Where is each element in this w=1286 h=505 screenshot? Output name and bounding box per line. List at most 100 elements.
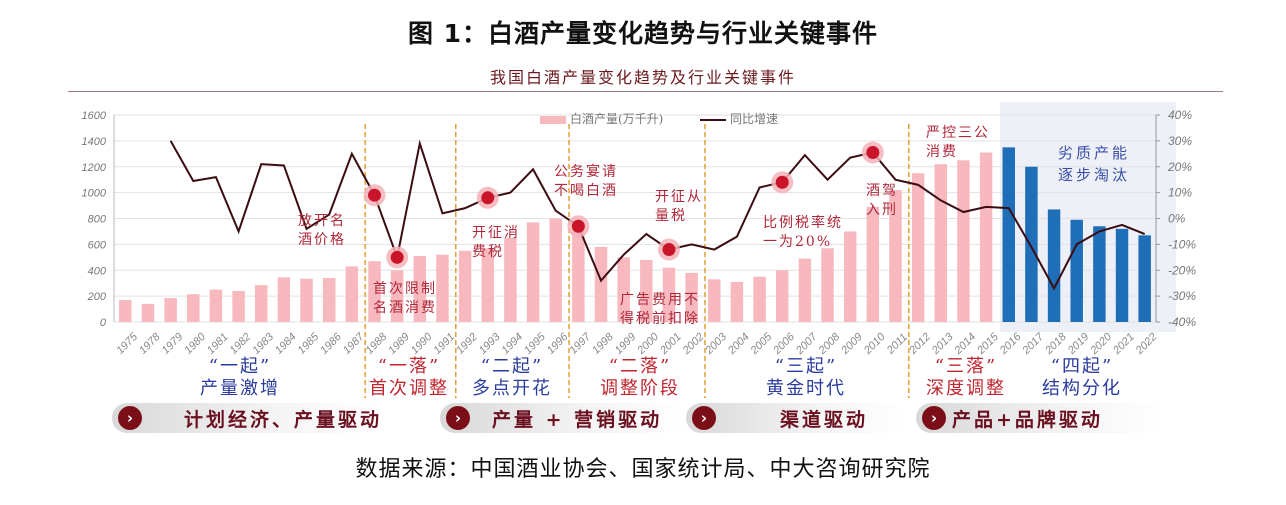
x-axis-label: 1990 <box>409 330 435 356</box>
production-bar <box>662 267 676 322</box>
driver-band-1: › 计划经济、产量驱动 <box>112 403 380 433</box>
x-axis-label: 2012 <box>906 331 933 358</box>
left-axis-tick: 1200 <box>82 162 107 174</box>
production-bar <box>776 270 789 322</box>
era-label-3: “二起” 多点开花 <box>472 356 552 399</box>
event-annotation-2001: 开征从 量税 <box>655 189 703 224</box>
production-bar <box>685 272 698 322</box>
production-bar <box>436 254 449 322</box>
legend-line: 同比增速 <box>700 110 778 127</box>
x-axis-label: 1979 <box>160 331 186 357</box>
x-axis-label: 2009 <box>838 331 865 358</box>
era-label-5: “三起” 黄金时代 <box>766 356 846 399</box>
x-axis-label: 1982 <box>228 331 254 357</box>
right-axis-tick: 40% <box>1168 108 1192 122</box>
left-axis-tick: 400 <box>88 265 107 277</box>
legend-bar: 白酒产量(万千升) <box>540 110 663 127</box>
production-bar <box>141 303 155 322</box>
era-label-1: “一起” 产量激增 <box>200 356 280 399</box>
production-bar <box>1115 228 1129 322</box>
production-bar <box>572 230 585 322</box>
x-axis-label: 1988 <box>363 330 389 356</box>
event-marker-dot <box>571 219 585 233</box>
production-bar <box>390 270 404 322</box>
production-bar <box>911 173 925 322</box>
x-axis-label: 1996 <box>545 330 571 356</box>
production-bar <box>187 294 200 322</box>
x-axis-label: 1978 <box>137 330 163 356</box>
driver-band-4: › 产品+品牌驱动 <box>916 403 1166 433</box>
production-bar <box>730 281 744 322</box>
production-bar <box>979 152 993 322</box>
left-axis-tick: 800 <box>88 214 107 226</box>
x-axis-label: 1995 <box>522 330 548 356</box>
event-annotation-1993: 开征消 费税 <box>472 225 520 260</box>
production-bar <box>1002 147 1015 322</box>
x-axis-label: 2018 <box>1042 330 1069 357</box>
data-source: 数据来源：中国酒业协会、国家统计局、中大咨询研究院 <box>355 457 931 482</box>
event-annotation-1988: 放开名 酒价格 <box>298 213 346 248</box>
x-axis-label: 2003 <box>703 330 730 357</box>
x-axis-label: 2015 <box>974 330 1001 357</box>
production-bar <box>708 279 721 322</box>
production-bar <box>957 160 970 322</box>
x-axis-label: 2000 <box>635 330 662 357</box>
production-bar <box>1047 209 1061 322</box>
era-label-4: “二落” 调整阶段 <box>600 356 680 399</box>
x-axis-label: 1986 <box>318 330 344 356</box>
left-axis-tick: 1400 <box>82 136 107 148</box>
production-bar <box>300 278 313 322</box>
production-bar <box>481 248 494 322</box>
event-annotation-2012: 严控三公 消费 <box>926 125 990 160</box>
event-annotation-1997: 公务宴请 不喝白酒 <box>554 164 618 199</box>
x-axis-label: 1989 <box>386 331 412 357</box>
legend-bar-swatch <box>540 115 566 124</box>
x-axis-label: 2014 <box>952 331 979 358</box>
event-annotation-1989: 首次限制 名酒消费 <box>373 281 437 316</box>
x-axis-label: 1993 <box>477 330 503 356</box>
figure-title: 图 1：白酒产量变化趋势与行业关键事件 <box>407 19 879 48</box>
production-bar <box>322 278 336 322</box>
right-axis-tick: -30% <box>1168 289 1196 303</box>
production-bar <box>821 248 834 322</box>
x-axis-label: 1998 <box>590 330 616 356</box>
production-bar <box>866 206 880 322</box>
x-axis-label: 2019 <box>1065 331 1092 358</box>
x-axis-label: 2008 <box>816 330 843 357</box>
x-axis-label: 2022 <box>1133 331 1160 358</box>
x-axis-label: 1991 <box>431 331 457 357</box>
era-label-7: “四起” 结构分化 <box>1042 356 1122 399</box>
chevron-right-icon: › <box>118 406 142 430</box>
production-bar <box>209 289 223 322</box>
x-axis-label: 1985 <box>296 330 322 356</box>
legend-line-swatch <box>700 118 726 121</box>
x-axis-label: 2005 <box>748 330 775 357</box>
production-bar <box>1070 219 1083 322</box>
production-bar <box>458 250 472 322</box>
left-axis-tick: 1600 <box>82 110 107 122</box>
left-axis-tick: 0 <box>100 317 107 329</box>
x-axis-label: 1994 <box>499 331 525 357</box>
production-bar <box>549 218 562 322</box>
chevron-right-icon: › <box>446 406 470 430</box>
growth-line <box>169 139 1146 291</box>
production-bar <box>232 290 245 322</box>
production-bar <box>1138 235 1151 322</box>
chevron-right-icon: › <box>692 406 716 430</box>
event-marker-dot <box>866 146 880 160</box>
x-axis-label: 2010 <box>861 330 888 357</box>
right-axis-tick: -40% <box>1168 315 1196 329</box>
era-label-2: “一落” 首次调整 <box>369 356 449 399</box>
production-bar <box>640 259 653 322</box>
x-axis-label: 2007 <box>793 330 820 357</box>
production-bar <box>277 277 291 322</box>
production-bar <box>889 190 902 322</box>
right-axis-tick: -10% <box>1168 237 1196 251</box>
event-marker-dot <box>481 191 495 205</box>
event-marker-dot <box>775 175 789 189</box>
right-axis-tick: -20% <box>1168 263 1196 277</box>
production-bar <box>934 164 948 322</box>
x-axis-label: 2011 <box>884 331 910 357</box>
right-axis-tick: 30% <box>1168 134 1192 148</box>
